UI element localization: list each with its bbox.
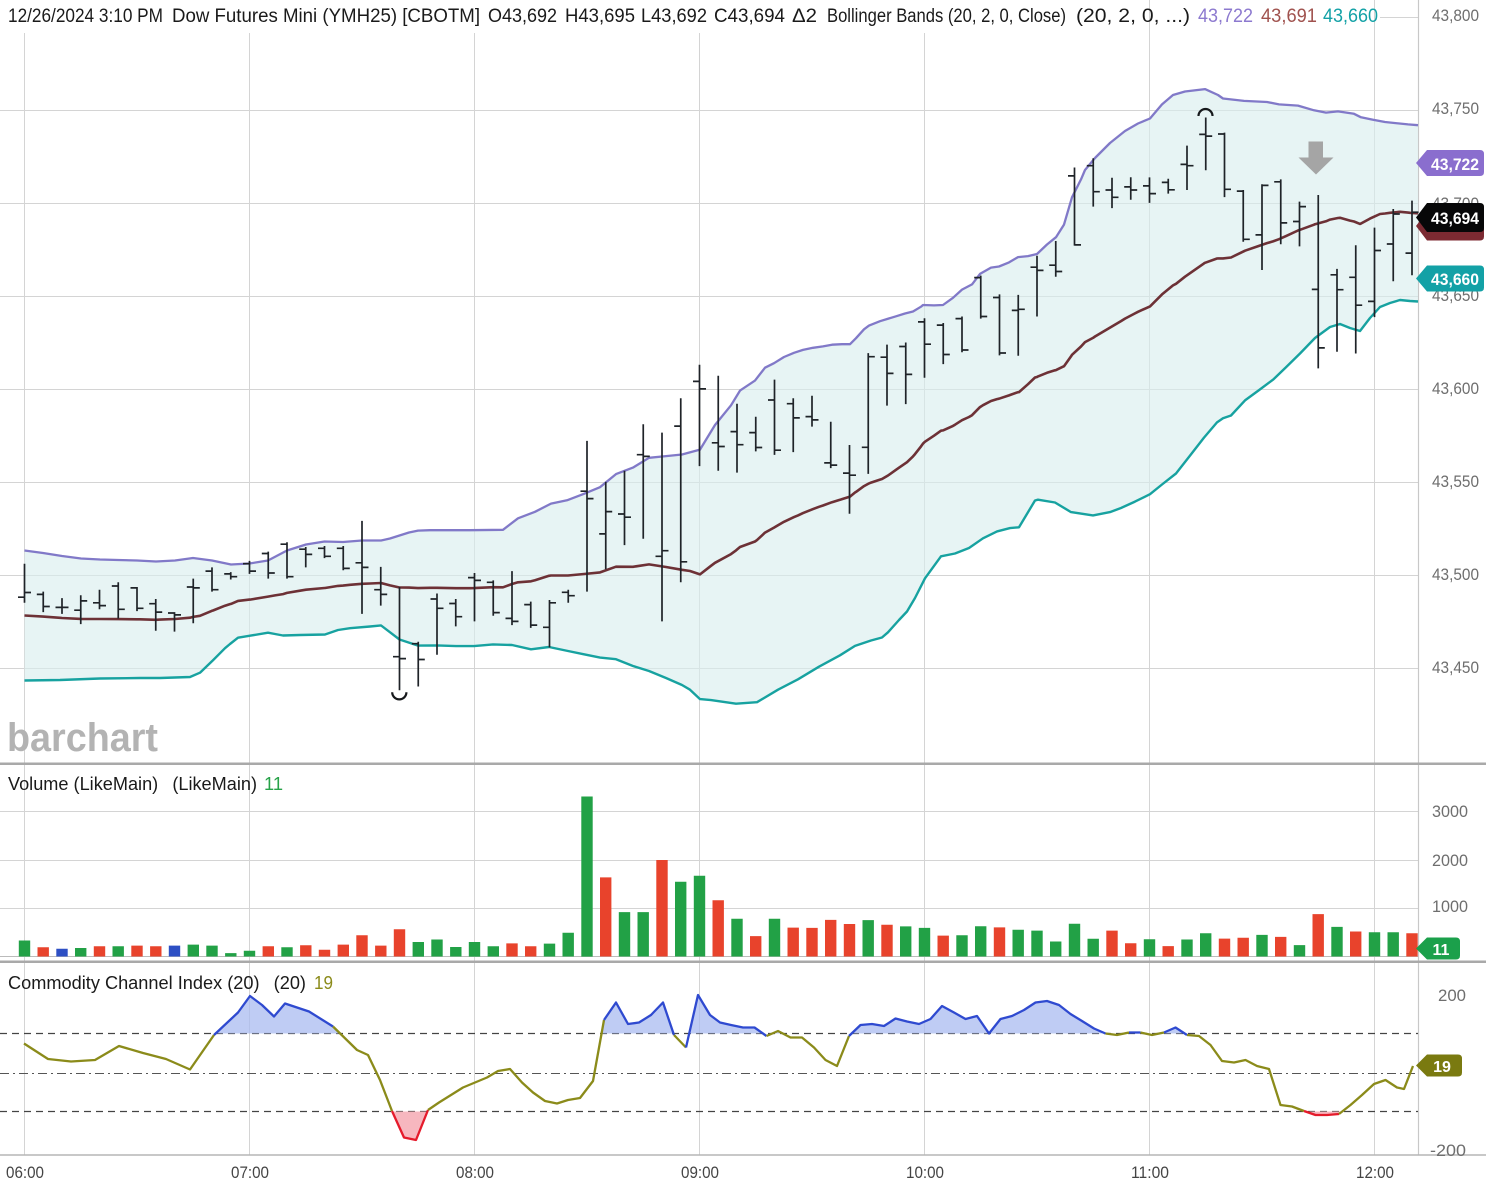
svg-text:43,660: 43,660: [1323, 6, 1378, 27]
svg-text:07:00: 07:00: [231, 1163, 269, 1182]
svg-text:08:00: 08:00: [456, 1163, 494, 1182]
svg-text:2000: 2000: [1432, 851, 1468, 870]
svg-text:3000: 3000: [1432, 802, 1468, 821]
svg-text:19: 19: [314, 973, 333, 993]
svg-text:12:00: 12:00: [1356, 1163, 1394, 1182]
svg-text:Δ2: Δ2: [792, 6, 817, 27]
svg-text:43,722: 43,722: [1198, 6, 1253, 27]
svg-text:200: 200: [1438, 986, 1466, 1005]
svg-text:11:00: 11:00: [1131, 1163, 1169, 1182]
svg-text:-200: -200: [1430, 1141, 1466, 1160]
svg-text:(20, 2, 0, ...): (20, 2, 0, ...): [1076, 6, 1190, 27]
svg-text:43,600: 43,600: [1432, 379, 1479, 398]
svg-text:09:00: 09:00: [681, 1163, 719, 1182]
svg-text:43,722: 43,722: [1431, 155, 1479, 174]
svg-text:19: 19: [1433, 1059, 1451, 1076]
svg-text:11: 11: [264, 774, 283, 794]
svg-text:C43,694: C43,694: [714, 6, 785, 27]
svg-text:43,550: 43,550: [1432, 472, 1479, 491]
svg-text:43,450: 43,450: [1432, 658, 1479, 677]
svg-text:barchart: barchart: [7, 716, 158, 760]
svg-text:43,691: 43,691: [1261, 6, 1317, 27]
svg-text:43,694: 43,694: [1431, 209, 1479, 228]
svg-text:12/26/2024 3:10 PM: 12/26/2024 3:10 PM: [8, 6, 163, 27]
svg-text:43,660: 43,660: [1431, 270, 1479, 289]
svg-text:06:00: 06:00: [6, 1163, 44, 1182]
svg-text:Dow Futures Mini (YMH25) [CBOT: Dow Futures Mini (YMH25) [CBOTM]: [172, 6, 480, 27]
svg-text:Commodity Channel Index (20): Commodity Channel Index (20) (20): [8, 973, 306, 993]
svg-text:H43,695: H43,695: [565, 6, 635, 27]
svg-text:L43,692: L43,692: [641, 6, 707, 27]
svg-text:43,800: 43,800: [1432, 6, 1479, 25]
svg-text:43,500: 43,500: [1432, 565, 1479, 584]
svg-text:O43,692: O43,692: [488, 6, 557, 27]
svg-text:43,750: 43,750: [1432, 99, 1479, 118]
svg-text:10:00: 10:00: [906, 1163, 944, 1182]
svg-text:1000: 1000: [1432, 897, 1468, 916]
svg-text:Bollinger Bands (20, 2, 0, Clo: Bollinger Bands (20, 2, 0, Close): [827, 6, 1066, 27]
svg-text:Volume (LikeMain) (LikeMain): Volume (LikeMain) (LikeMain): [8, 774, 257, 794]
svg-text:11: 11: [1433, 942, 1450, 959]
